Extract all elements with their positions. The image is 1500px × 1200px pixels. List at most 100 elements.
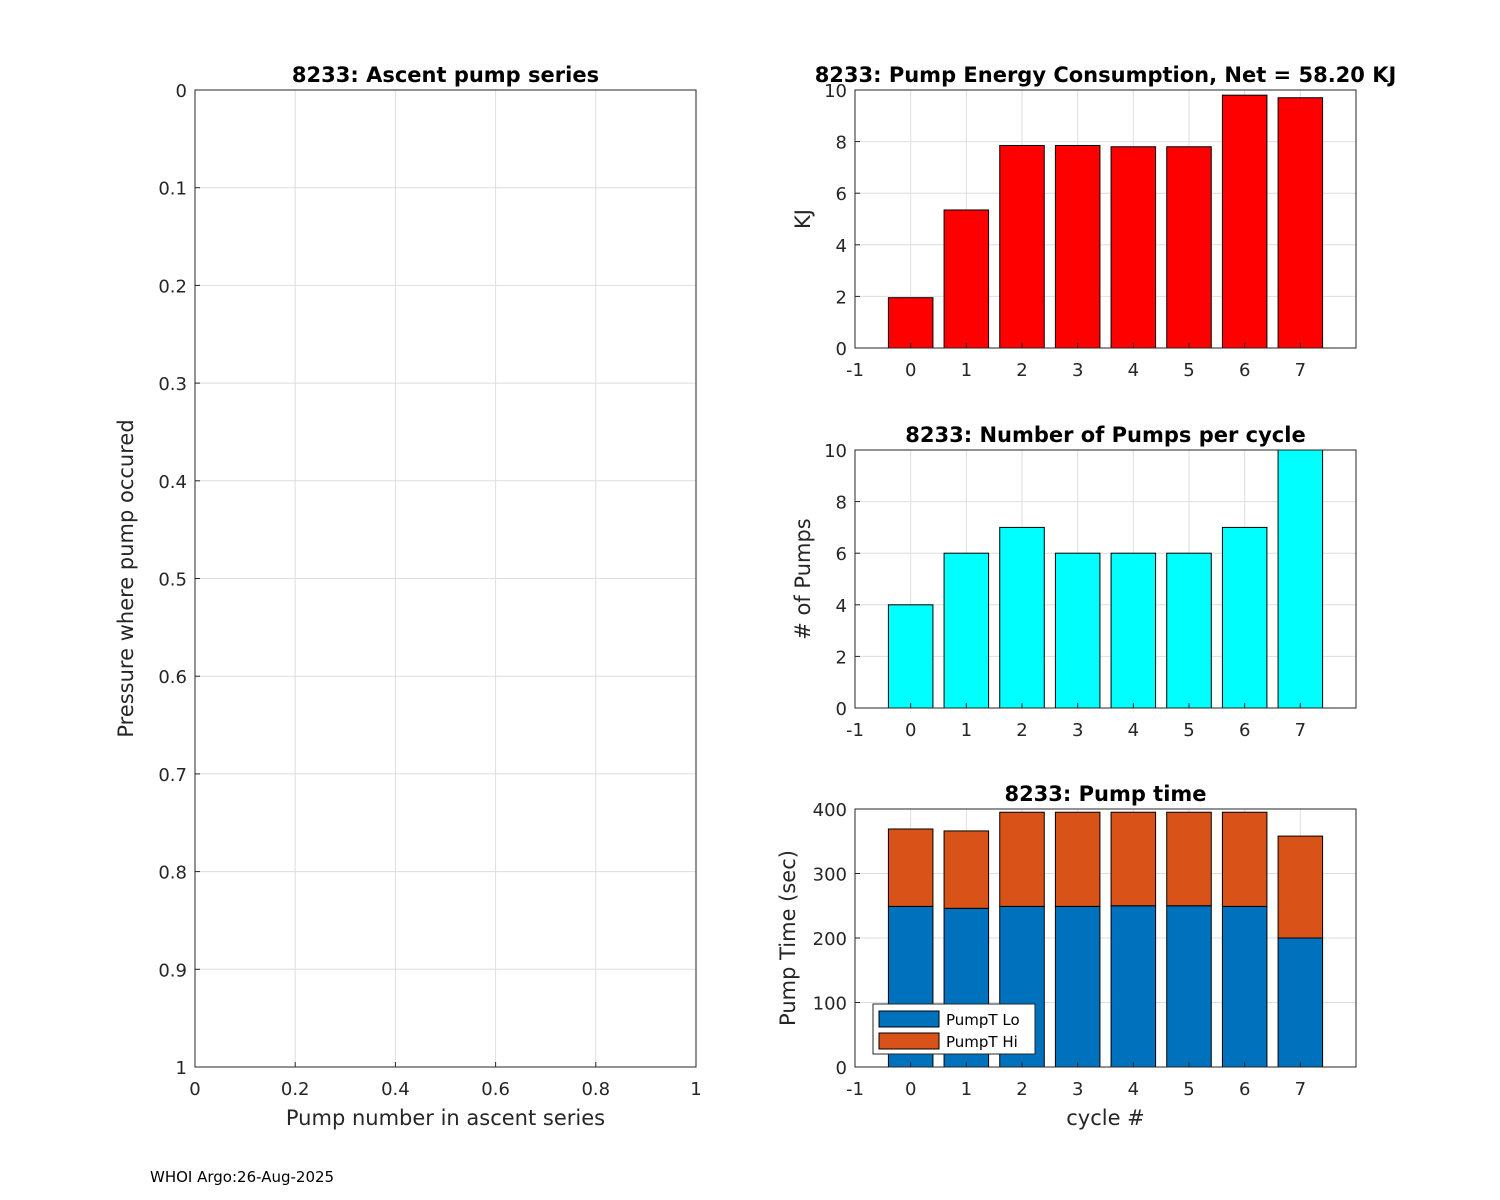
bar-pumpt-hi-cycle-6 xyxy=(1221,811,1268,907)
bar-pumpt-lo-cycle-3 xyxy=(1054,905,1101,1068)
bar-pumpt-hi-cycle-3 xyxy=(1054,811,1101,907)
x-tick-label: -1 xyxy=(846,360,864,381)
x-tick-label: 4 xyxy=(1128,1079,1139,1100)
bar-cycle-1 xyxy=(943,209,990,349)
y-tick-label: 10 xyxy=(824,81,847,102)
footer-timestamp: WHOI Argo:26-Aug-2025 xyxy=(150,1168,334,1186)
y-tick-label: 4 xyxy=(836,596,847,617)
bar-pumpt-hi-cycle-5 xyxy=(1166,811,1212,907)
bar-cycle-4 xyxy=(1110,146,1157,349)
x-tick-label: 4 xyxy=(1128,720,1139,741)
y-tick-label: 1 xyxy=(176,1058,187,1079)
x-tick-label: 0 xyxy=(905,360,916,381)
x-tick-label: 6 xyxy=(1239,360,1250,381)
y-tick-label: 8 xyxy=(836,493,847,514)
y-tick-label: 0.8 xyxy=(158,863,187,884)
y-axis-label: KJ xyxy=(791,209,815,229)
x-tick-label: 5 xyxy=(1183,1079,1194,1100)
x-tick-label: 3 xyxy=(1072,360,1083,381)
bar-cycle-2 xyxy=(999,526,1045,709)
bar-cycle-0 xyxy=(887,604,934,709)
bar-pumpt-lo-cycle-6 xyxy=(1221,905,1268,1068)
bar-pumpt-lo-cycle-4 xyxy=(1110,905,1157,1068)
x-tick-label: 0 xyxy=(189,1079,200,1100)
y-axis-label: # of Pumps xyxy=(791,518,815,640)
x-tick-label: 1 xyxy=(690,1079,701,1100)
bar-cycle-3 xyxy=(1054,144,1101,349)
y-tick-label: 8 xyxy=(836,133,847,154)
legend-swatch-pumpt-lo xyxy=(878,1010,940,1028)
legend-swatch-pumpt-hi xyxy=(878,1032,940,1050)
legend-label: PumpT Hi xyxy=(946,1033,1018,1051)
y-tick-label: 0.6 xyxy=(158,667,187,688)
y-tick-label: 6 xyxy=(836,544,847,565)
x-tick-label: 1 xyxy=(961,720,972,741)
chart-title: 8233: Pump Energy Consumption, Net = 58.… xyxy=(815,63,1397,87)
bar-pumpt-hi-cycle-2 xyxy=(999,811,1045,907)
x-tick-label: -1 xyxy=(846,1079,864,1100)
x-tick-label: 0.6 xyxy=(481,1079,510,1100)
x-tick-label: 4 xyxy=(1128,360,1139,381)
x-tick-label: 5 xyxy=(1183,720,1194,741)
bar-pumpt-hi-cycle-7 xyxy=(1277,835,1324,939)
y-tick-label: 0.9 xyxy=(158,960,187,981)
y-tick-label: 0 xyxy=(836,339,847,360)
y-tick-label: 0.7 xyxy=(158,765,187,786)
bar-cycle-6 xyxy=(1221,94,1268,349)
x-tick-label: 0.8 xyxy=(581,1079,610,1100)
y-tick-label: 400 xyxy=(813,800,847,821)
y-tick-label: 200 xyxy=(813,929,847,950)
x-tick-label: 0.4 xyxy=(381,1079,410,1100)
y-axis-label: Pump Time (sec) xyxy=(776,850,800,1026)
x-tick-label: 6 xyxy=(1239,720,1250,741)
axes-frame xyxy=(854,449,1357,709)
bar-cycle-2 xyxy=(999,144,1045,349)
x-tick-label: 3 xyxy=(1072,720,1083,741)
x-tick-label: 2 xyxy=(1016,720,1027,741)
x-tick-label: 6 xyxy=(1239,1079,1250,1100)
y-tick-label: 4 xyxy=(836,236,847,257)
y-tick-label: 0.1 xyxy=(158,179,187,200)
y-tick-label: 2 xyxy=(836,647,847,668)
chart-title: 8233: Pump time xyxy=(1004,782,1206,806)
x-tick-label: 0 xyxy=(905,1079,916,1100)
y-tick-label: 0 xyxy=(176,81,187,102)
y-tick-label: 0.5 xyxy=(158,570,187,591)
bar-cycle-5 xyxy=(1166,552,1212,709)
chart-title: 8233: Ascent pump series xyxy=(292,63,599,87)
bar-cycle-1 xyxy=(943,552,990,709)
x-tick-label: 7 xyxy=(1295,720,1306,741)
y-tick-label: 6 xyxy=(836,184,847,205)
x-tick-label: 7 xyxy=(1295,1079,1306,1100)
y-tick-label: 0.2 xyxy=(158,276,187,297)
x-tick-label: 0.2 xyxy=(281,1079,310,1100)
x-tick-label: 3 xyxy=(1072,1079,1083,1100)
plot-area xyxy=(855,450,1356,708)
legend: PumpT Lo PumpT Hi xyxy=(872,1003,1036,1055)
bar-cycle-6 xyxy=(1221,526,1268,709)
x-axis-label: Pump number in ascent series xyxy=(286,1106,605,1130)
bar-pumpt-hi-cycle-4 xyxy=(1110,811,1157,907)
x-tick-label: 1 xyxy=(961,360,972,381)
bar-pumpt-lo-cycle-7 xyxy=(1277,937,1324,1068)
bar-cycle-7 xyxy=(1277,97,1324,349)
y-axis-label: Pressure where pump occured xyxy=(114,419,138,737)
bar-cycle-4 xyxy=(1110,552,1157,709)
bar-pumpt-hi-cycle-0 xyxy=(887,828,934,907)
chart-title: 8233: Number of Pumps per cycle xyxy=(905,423,1305,447)
y-tick-label: 0 xyxy=(836,1058,847,1079)
x-tick-label: 7 xyxy=(1295,360,1306,381)
bar-pumpt-hi-cycle-1 xyxy=(943,830,990,909)
x-axis-label: cycle # xyxy=(1066,1106,1145,1130)
x-tick-label: 2 xyxy=(1016,1079,1027,1100)
bar-cycle-5 xyxy=(1166,146,1212,349)
axes-frame xyxy=(854,89,1357,349)
y-tick-label: 0.4 xyxy=(158,472,187,493)
bar-cycle-3 xyxy=(1054,552,1101,709)
bar-cycle-0 xyxy=(887,297,934,349)
y-tick-label: 10 xyxy=(824,441,847,462)
